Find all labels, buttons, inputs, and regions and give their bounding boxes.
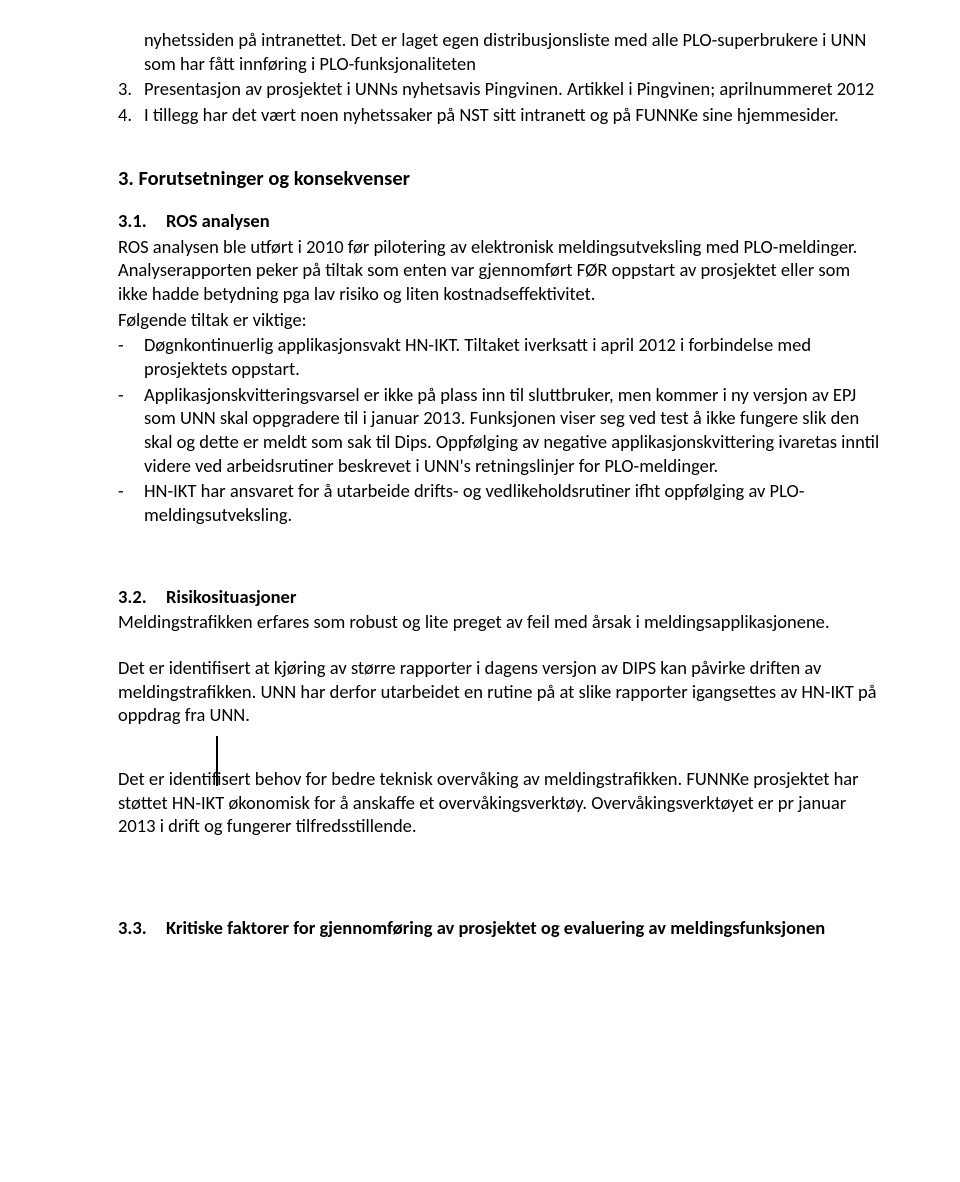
subheading-3-3: 3.3.Kritiske faktorer for gjennomføring … — [118, 916, 880, 940]
document-page: nyhetssiden på intranettet. Det er laget… — [118, 28, 880, 940]
paragraph: Følgende tiltak er viktige: — [118, 308, 880, 332]
paragraph: Det er identifisert at kjøring av større… — [118, 656, 880, 727]
list-number: 3. — [118, 77, 144, 101]
subsection-title: Kritiske faktorer for gjennomføring av p… — [166, 916, 825, 939]
bullet-text: Applikasjonskvitteringsvarsel er ikke på… — [144, 383, 880, 478]
subheading-3-1: 3.1.ROS analysen — [118, 209, 880, 233]
paragraph: ROS analysen ble utført i 2010 før pilot… — [118, 235, 880, 306]
bullet-marker: - — [118, 383, 144, 478]
bullet-marker: - — [118, 479, 144, 526]
list-text: Presentasjon av prosjektet i UNNs nyhets… — [144, 77, 880, 101]
subsection-title: Risikosituasjoner — [166, 585, 296, 608]
numbered-item-3: 3. Presentasjon av prosjektet i UNNs nyh… — [118, 77, 880, 101]
bullet-text: HN-IKT har ansvaret for å utarbeide drif… — [144, 479, 880, 526]
numbered-item-4: 4. I tillegg har det vært noen nyhetssak… — [118, 103, 880, 127]
bullet-item: - Applikasjonskvitteringsvarsel er ikke … — [118, 383, 880, 478]
paragraph: Meldingstrafikken erfares som robust og … — [118, 610, 880, 634]
bullet-item: - HN-IKT har ansvaret for å utarbeide dr… — [118, 479, 880, 526]
list-number: 4. — [118, 103, 144, 127]
paragraph: nyhetssiden på intranettet. Det er laget… — [144, 28, 880, 75]
subsection-title: ROS analysen — [166, 209, 270, 232]
paragraph: Det er identifisert behov for bedre tekn… — [118, 767, 880, 838]
intro-continuation: nyhetssiden på intranettet. Det er laget… — [144, 28, 880, 75]
bullet-text: Døgnkontinuerlig applikasjonsvakt HN-IKT… — [144, 333, 880, 380]
revision-mark — [216, 736, 218, 786]
bullet-item: - Døgnkontinuerlig applikasjonsvakt HN-I… — [118, 333, 880, 380]
bullet-marker: - — [118, 333, 144, 380]
subsection-number: 3.3. — [118, 916, 166, 940]
subsection-number: 3.1. — [118, 209, 166, 233]
list-text: I tillegg har det vært noen nyhetssaker … — [144, 103, 880, 127]
subsection-number: 3.2. — [118, 585, 166, 609]
subheading-3-2: 3.2.Risikosituasjoner — [118, 585, 880, 609]
heading-section-3: 3. Forutsetninger og konsekvenser — [118, 165, 880, 191]
